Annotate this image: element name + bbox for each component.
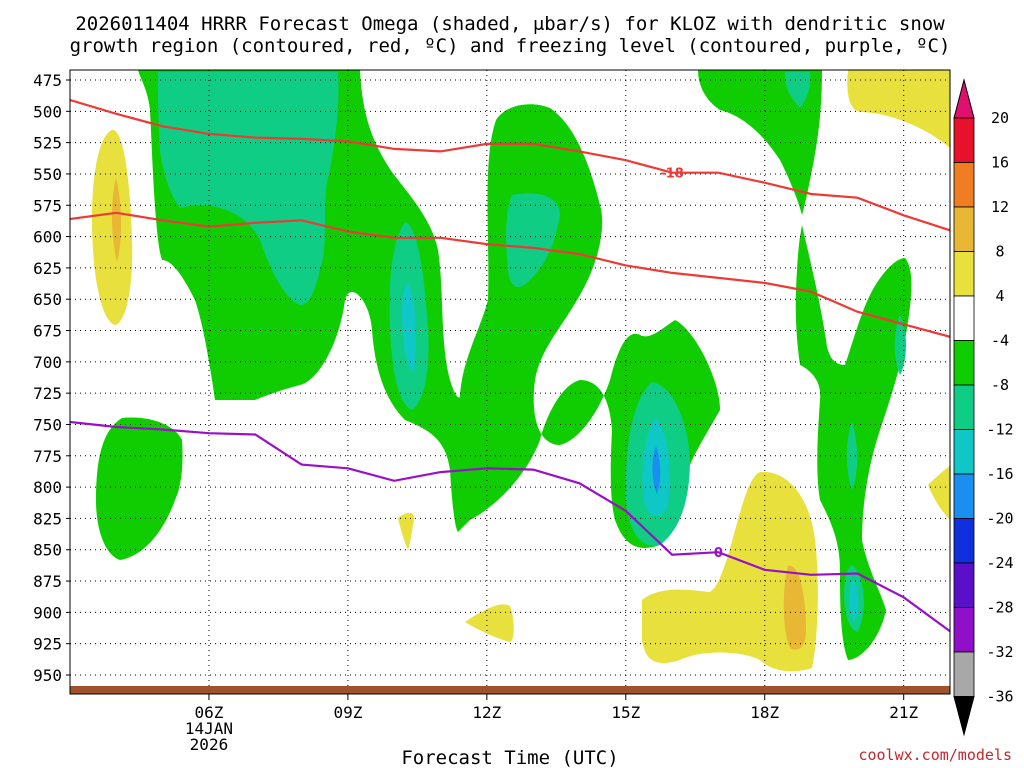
colorbar-level-label: 4	[995, 287, 1004, 305]
omega-negative-core	[158, 72, 339, 305]
colorbar-level-label: -4	[991, 332, 1009, 350]
contour-label: -18	[660, 167, 684, 182]
omega-positive-region	[847, 70, 950, 148]
colorbar-level-label: -16	[986, 465, 1013, 483]
x-tick-label: 15Z	[611, 703, 640, 722]
y-tick-label: 675	[33, 322, 62, 341]
omega-negative-core	[652, 446, 661, 494]
colorbar-level-label: -32	[986, 643, 1013, 661]
y-tick-label: 775	[33, 447, 62, 466]
colorbar-swatch	[953, 562, 975, 608]
x-tick-label: 12Z	[472, 703, 501, 722]
chart-title-line-1: 2026011404 HRRR Forecast Omega (shaded, …	[75, 13, 945, 35]
y-tick-label: 650	[33, 290, 62, 309]
colorbar-level-label: -28	[986, 599, 1013, 617]
y-tick-label: 800	[33, 478, 62, 497]
plot-frame	[69, 69, 951, 695]
colorbar-swatch	[953, 651, 975, 697]
ground-terrain	[70, 686, 950, 694]
omega-positive-region	[398, 512, 415, 550]
y-tick-label: 625	[33, 259, 62, 278]
omega-negative-core	[506, 193, 560, 288]
omega-positive-region	[642, 471, 818, 672]
contour-labels: -18 0	[660, 167, 723, 562]
colorbar-level-label: -36	[986, 688, 1013, 706]
chart-grid	[70, 70, 950, 686]
y-tick-label: 950	[33, 666, 62, 685]
y-tick-label: 600	[33, 228, 62, 247]
colorbar-swatch	[953, 473, 975, 519]
y-tick-label: 700	[33, 353, 62, 372]
colorbar-swatch	[953, 340, 975, 386]
omega-shading	[92, 70, 950, 672]
y-tick-label: 900	[33, 603, 62, 622]
y-tick-label: 875	[33, 572, 62, 591]
omega-positive-region	[928, 466, 950, 520]
colorbar-swatch	[953, 384, 975, 430]
colorbar-swatch	[953, 117, 975, 163]
colorbar: 20 16 12 8 4 -4 -8 -12 -16 -20 -24 -28 -32 -36	[953, 78, 1014, 737]
omega-negative-core	[402, 282, 416, 372]
colorbar-swatch	[953, 429, 975, 475]
omega-negative-core	[784, 72, 811, 108]
contour-line	[70, 420, 950, 633]
contour-lines	[70, 98, 950, 633]
colorbar-top-arrow	[953, 78, 975, 119]
credit-text: coolwx.com/models	[858, 746, 1012, 764]
colorbar-level-label: -8	[991, 376, 1009, 394]
y-tick-label: 750	[33, 415, 62, 434]
colorbar-swatch	[953, 607, 975, 653]
x-tick-label: 18Z	[750, 703, 779, 722]
colorbar-swatch	[953, 251, 975, 297]
colorbar-swatch	[953, 295, 975, 341]
contour-label: 0	[714, 546, 723, 561]
y-tick-label: 575	[33, 196, 62, 215]
y-tick-label: 850	[33, 541, 62, 560]
x-tick-label: 09Z	[333, 703, 362, 722]
omega-positive-core	[783, 565, 806, 650]
x-tick-label: 06Z	[194, 703, 223, 722]
omega-positive-region	[465, 604, 514, 642]
y-tick-label: 475	[33, 71, 62, 90]
colorbar-level-label: -12	[986, 421, 1013, 439]
y-tick-label: 500	[33, 102, 62, 121]
x-date-label: 14JAN	[185, 719, 233, 738]
y-tick-label: 550	[33, 165, 62, 184]
y-tick-label: 725	[33, 384, 62, 403]
x-tick-label: 21Z	[889, 703, 918, 722]
colorbar-level-label: 16	[991, 154, 1009, 172]
y-tick-label: 825	[33, 509, 62, 528]
y-tick-label: 525	[33, 134, 62, 153]
colorbar-swatch	[953, 518, 975, 564]
colorbar-level-label: -20	[986, 510, 1013, 528]
omega-negative-core	[849, 578, 859, 622]
contour-line	[70, 98, 950, 232]
colorbar-level-label: 12	[991, 198, 1009, 216]
colorbar-level-label: -24	[986, 554, 1013, 572]
omega-negative-region	[698, 70, 822, 215]
colorbar-level-label: 8	[995, 243, 1004, 261]
colorbar-bottom-arrow	[953, 696, 975, 737]
colorbar-swatch	[953, 162, 975, 208]
omega-positive-region	[92, 129, 133, 325]
y-axis: 475 500 525 550 575 600 625 650 675 700 725 750 775 8…	[33, 71, 70, 685]
omega-negative-region	[96, 417, 183, 560]
x-axis-title: Forecast Time (UTC)	[401, 747, 618, 768]
omega-negative-core	[846, 422, 858, 490]
colorbar-level-label: 20	[991, 109, 1009, 127]
omega-positive-core	[111, 178, 122, 262]
x-year-label: 2026	[190, 735, 229, 754]
chart-title-line-2: growth region (contoured, red, ºC) and f…	[70, 35, 951, 57]
y-tick-label: 925	[33, 635, 62, 654]
contour-line	[70, 211, 950, 338]
colorbar-swatch	[953, 206, 975, 252]
